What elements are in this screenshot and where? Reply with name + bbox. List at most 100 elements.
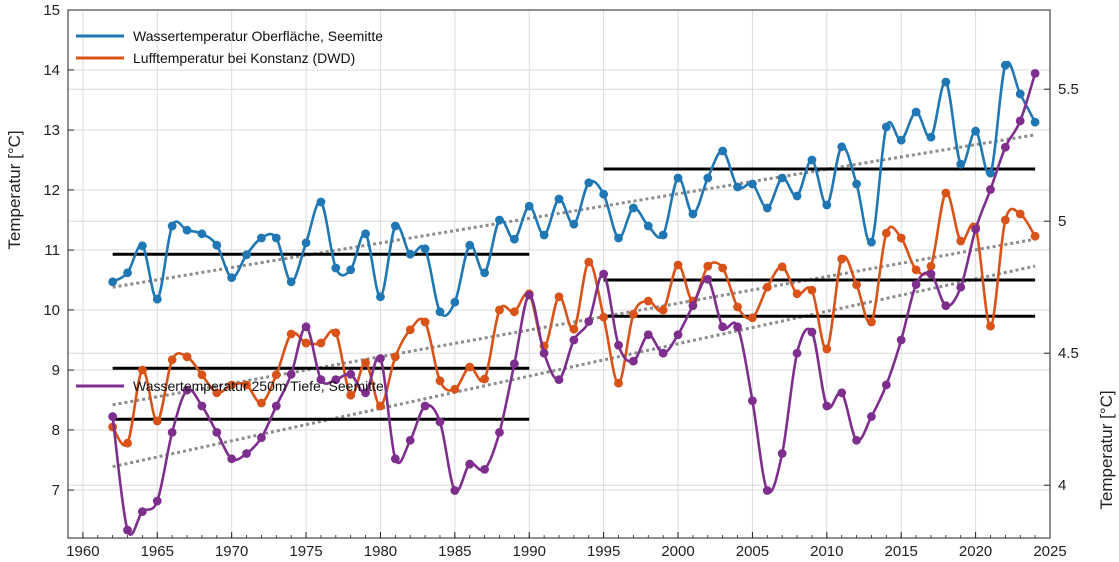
x-tick-label: 1960: [66, 543, 99, 560]
series-2-point: [792, 289, 802, 299]
series-1-point: [628, 203, 638, 213]
series-2-point: [316, 338, 326, 348]
series-1-point: [733, 182, 742, 192]
series-1-point: [1000, 60, 1010, 70]
series-1-point: [286, 277, 296, 287]
series-1-point: [986, 168, 995, 178]
series-1-point: [152, 294, 162, 304]
series-2-point: [554, 292, 564, 302]
series-1-point: [807, 155, 817, 165]
series-2-point: [137, 365, 147, 375]
series-3-point: [956, 282, 966, 292]
series-3-point: [137, 507, 147, 516]
y-tick-label-left: 11: [44, 242, 60, 259]
series-1-point: [137, 241, 147, 251]
series-3-point: [658, 348, 668, 358]
series-3-point: [212, 428, 222, 437]
series-3-point: [837, 388, 847, 398]
series-1-point: [852, 179, 861, 189]
series-2-point: [777, 262, 787, 272]
series-1-point: [554, 194, 564, 204]
series-3-point: [554, 375, 564, 384]
series-3-point: [257, 433, 266, 443]
series-1-point: [167, 221, 177, 231]
x-tick-label: 1975: [289, 543, 322, 560]
series-2-line: [111, 191, 1037, 447]
series-1-point: [777, 173, 787, 183]
series-1-point: [1030, 117, 1040, 127]
x-tick-label: 1985: [438, 543, 471, 560]
series-3-point: [614, 340, 623, 350]
series-2-point: [718, 263, 728, 273]
series-1-point: [108, 277, 118, 287]
series-1-point: [509, 234, 519, 244]
series-2-point: [123, 438, 132, 448]
series-2-point: [733, 302, 742, 312]
series-3-point: [762, 486, 772, 495]
legend-label: Lufftemperatur bei Konstanz (DWD): [133, 50, 355, 66]
series-1-point: [242, 250, 251, 260]
series-3-point: [123, 525, 132, 535]
series-2-point: [852, 280, 861, 290]
series-3-point: [569, 335, 579, 345]
series-2-point: [212, 388, 222, 398]
series-1-point: [956, 159, 966, 169]
series-3-point: [1015, 116, 1025, 126]
series-3-point: [986, 185, 995, 194]
series-2-point: [376, 401, 385, 411]
series-3-point: [748, 396, 757, 406]
series-1-point: [435, 307, 445, 317]
series-1-point: [792, 191, 802, 201]
series-1-point: [688, 209, 698, 219]
legend: Wassertemperatur Oberfläche, Seemitte Luf…: [76, 28, 383, 66]
series-1-point: [658, 230, 668, 240]
x-tick-label: 2000: [661, 543, 694, 560]
trend-lines: [112, 133, 1036, 469]
series-3-point: [896, 335, 906, 345]
series-3-point: [643, 330, 653, 340]
series-1-point: [837, 142, 847, 152]
series-2-point: [807, 285, 817, 295]
series-1-point: [420, 244, 430, 254]
series-1-point: [584, 178, 594, 188]
period-means: [112, 167, 1036, 421]
series-2-point: [495, 305, 504, 315]
series-3-point: [197, 401, 207, 411]
series-2-point: [331, 328, 341, 338]
series-3-point: [152, 496, 162, 506]
series-2-point: [480, 374, 490, 384]
series-2-point: [673, 260, 683, 270]
series-1-point: [569, 219, 579, 229]
series-3-point: [182, 385, 192, 395]
series-3-point: [271, 401, 281, 411]
series-1-point: [480, 268, 490, 278]
series-3-point: [777, 449, 787, 458]
series-1-point: [495, 215, 504, 225]
series-2-point: [182, 352, 192, 362]
series-1-point: [316, 197, 326, 207]
series-2-point: [762, 282, 772, 292]
y-tick-label-right: 5: [1058, 213, 1066, 230]
series-1-point: [197, 229, 207, 239]
series-2-point: [926, 261, 936, 271]
series: [108, 60, 1040, 536]
series-1-trend-line: [112, 133, 1036, 289]
series-2-point: [465, 362, 475, 372]
y-axis-label-right: Temperatur [°C]: [1097, 390, 1116, 509]
series-2-point: [301, 338, 311, 348]
series-2-point: [286, 329, 296, 339]
series-2-point: [911, 265, 921, 275]
series-1-point: [227, 273, 237, 282]
series-1-point: [614, 233, 623, 243]
series-1-point: [271, 233, 281, 243]
series-3-point: [792, 348, 802, 358]
series-2-point: [1015, 209, 1025, 219]
series-2-point: [837, 254, 847, 264]
series-1-point: [539, 230, 549, 240]
series-3-point: [1030, 68, 1040, 78]
series-3-point: [390, 454, 400, 464]
series-2-point: [227, 380, 237, 390]
series-1-point: [926, 132, 936, 142]
series-1-line: [111, 60, 1037, 317]
